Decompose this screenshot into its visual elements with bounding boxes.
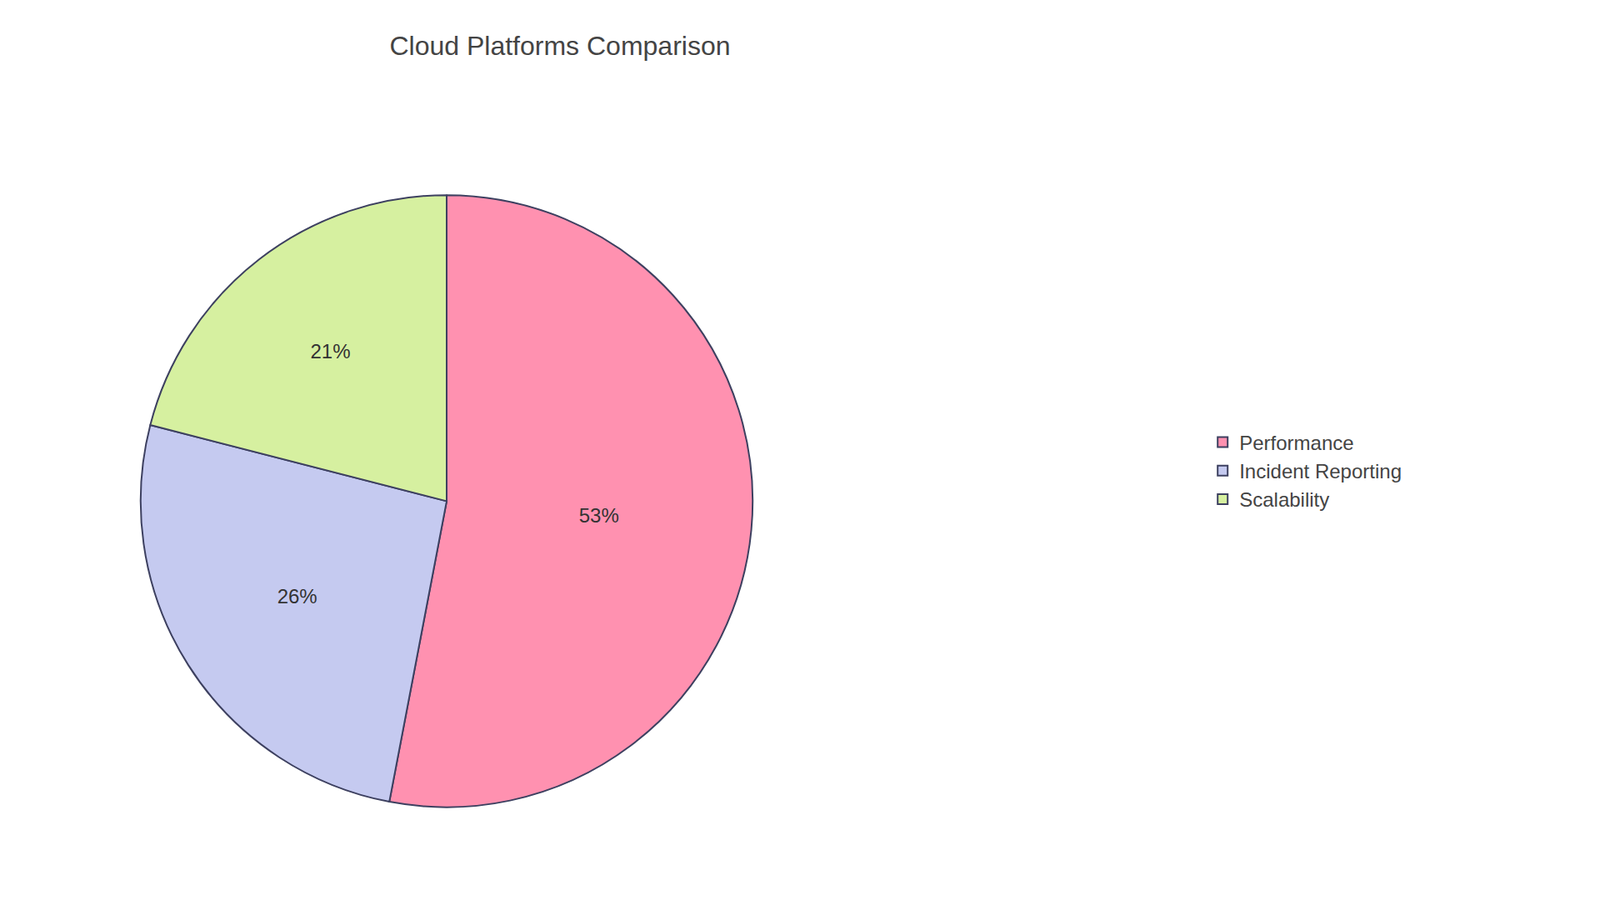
svg-text:Scalability: Scalability xyxy=(1239,488,1330,511)
svg-text:Cloud Platforms Comparison: Cloud Platforms Comparison xyxy=(389,30,730,61)
svg-text:53%: 53% xyxy=(579,504,620,527)
svg-text:Performance: Performance xyxy=(1239,431,1354,455)
svg-text:Incident Reporting: Incident Reporting xyxy=(1239,460,1402,483)
svg-text:26%: 26% xyxy=(277,585,318,608)
svg-text:21%: 21% xyxy=(310,340,350,363)
